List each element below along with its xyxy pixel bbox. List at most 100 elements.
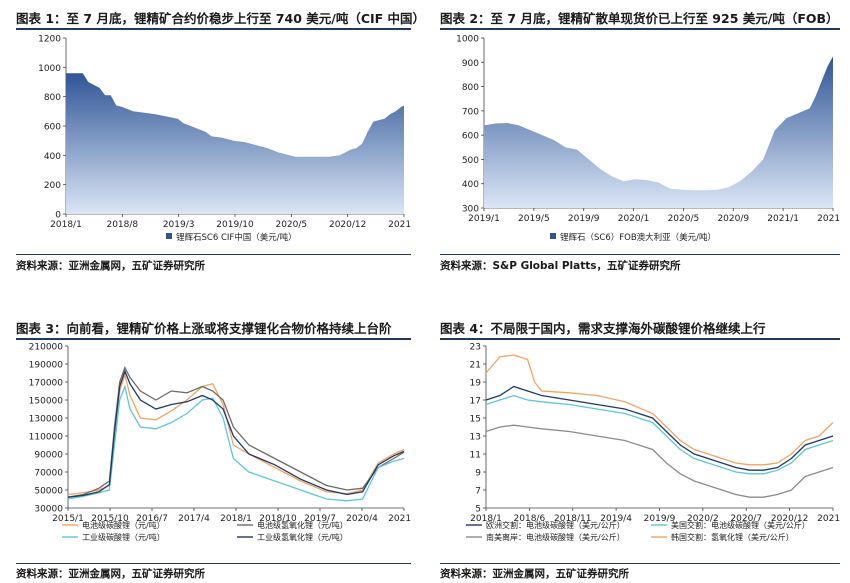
x-tick-label: 2016/7 [136,514,168,524]
area-series [66,73,404,214]
line-series-3 [485,424,834,498]
chart-1-source: 资料来源：亚洲金属网，五矿证券研究所 [16,260,205,272]
x-tick-label: 2018/11 [554,514,591,524]
legend-label-3: 南美离岸：电池级碳酸锂（美元/公斤） [486,532,625,542]
chart-4-svg: 5 7 9 11 13 15 17 19 21 23 2018/1 2018/6 2018/11 2019… [466,343,840,542]
chart-2-source: 资料来源：S&P Global Platts，五矿证券研究所 [440,260,681,272]
y-tick-label: 200 [44,181,61,191]
y-tick-label: 30000 [34,505,63,515]
x-tick-label: 2019/5 [518,214,550,224]
y-tick-label: 17 [470,397,481,407]
chart-panel-4: 图表 4：不局限于国内，需求支撑海外碳酸锂价格继续上行 5 7 9 11 13 15 17 1… [440,318,840,580]
x-tick-label: 2020/1 [618,214,650,224]
x-tick-label: 2021/7 [388,220,411,230]
x-tick-label: 2019/3 [163,220,195,230]
x-tick-label: 2015/1 [52,514,84,524]
line-series-2 [485,394,834,475]
y-tick-label: 130000 [29,415,64,425]
x-tick-label: 2018/1 [220,514,252,524]
x-tick-label: 2015/10 [91,514,129,524]
y-tick-label: 1000 [38,64,61,74]
legend-label-1: 电池级碳酸锂（元/吨） [82,520,165,530]
y-tick-label: 21 [470,361,481,371]
y-tick-label: 90000 [34,451,63,461]
y-tick-label: 1000 [456,35,479,45]
y-tick-label: 600 [462,132,479,142]
y-tick-label: 900 [462,59,479,69]
legend-label-3: 工业级碳酸锂（元/吨） [82,532,165,542]
x-tick-label: 2019/1 [468,214,500,224]
y-tick-label: 400 [462,180,479,190]
chart-1-title: 图表 1：至 7 月底，锂精矿合约价稳步上行至 740 美元/吨（CIF 中国） [16,11,426,26]
legend-label-2: 电池级氢氧化锂（元/吨） [257,520,348,530]
line-series-1 [485,385,834,471]
chart-3-source: 资料来源：亚洲金属网，五矿证券研究所 [16,568,205,580]
y-tick-label: 150000 [29,397,64,407]
y-tick-label: 9 [475,469,481,479]
x-tick-label: 2018/1 [50,220,82,230]
chart-4-title: 图表 4：不局限于国内，需求支撑海外碳酸锂价格继续上行 [440,321,766,336]
x-tick-label: 2018/10 [259,514,297,524]
chart-4-source: 资料来源：亚洲金属网，五矿证券研究所 [440,568,629,580]
chart-1-svg: 0 200 400 600 800 1000 1200 2018/1 2018/8 2019/3 2… [38,35,411,244]
x-tick-label: 2020/4 [346,514,378,524]
x-tick-label: 2020/9 [717,214,749,224]
y-tick-label: 400 [44,152,61,162]
chart-3-title-rule [16,338,411,340]
x-tick-label: 2020/12 [329,220,366,230]
area-series [484,56,833,209]
y-tick-label: 190000 [29,361,64,371]
chart-1-source-rule [16,254,411,255]
x-tick-label: 2018/6 [514,514,546,524]
y-tick-label: 1200 [38,35,61,45]
y-tick-label: 19 [470,379,482,389]
chart-3-svg: 30000 50000 70000 90000 110000 130000 150000 17… [29,343,411,543]
y-tick-label: 800 [462,83,479,93]
x-tick-label: 2021/1 [767,214,799,224]
y-tick-label: 15 [470,415,481,425]
y-tick-label: 210000 [29,343,64,353]
x-tick-label: 2019/7 [304,514,336,524]
x-tick-label: 2019/10 [216,220,254,230]
legend-label: 锂辉石SC6 CIF中国（美元/吨） [176,232,297,243]
y-tick-label: 800 [44,93,61,103]
y-tick-label: 700 [462,107,479,117]
y-tick-label: 13 [470,433,481,443]
y-tick-label: 5 [475,505,481,515]
legend-label-4: 工业级氢氧化锂（元/吨） [257,532,348,542]
y-tick-label: 50000 [34,487,63,497]
x-tick-label: 2021/5 [817,214,840,224]
legend-label-4: 韩国交割：氢氧化锂（美元/公斤） [671,532,794,542]
y-tick-label: 0 [55,211,61,221]
x-tick-label: 2019/9 [644,514,676,524]
chart-3-title: 图表 3：向前看，锂精矿价格上涨或将支撑锂化合物价格持续上台阶 [16,321,392,336]
legend-swatch [166,233,172,239]
chart-panel-2: 图表 2：至 7 月底，锂精矿散单现货价已上行至 925 美元/吨（FOB） 3… [440,8,840,278]
y-tick-label: 300 [462,205,479,215]
chart-2-title: 图表 2：至 7 月底，锂精矿散单现货价已上行至 925 美元/吨（FOB） [440,11,839,26]
line-series-3 [67,384,405,502]
y-tick-label: 11 [470,451,481,461]
legend-swatch [550,233,556,239]
line-series-4 [485,354,834,466]
y-tick-label: 7 [475,487,481,497]
y-tick-label: 500 [462,156,479,166]
x-tick-label: 2021/5 [817,514,840,524]
chart-2-title-rule [440,28,840,30]
y-tick-label: 600 [44,123,61,133]
chart-panel-3: 图表 3：向前看，锂精矿价格上涨或将支撑锂化合物价格持续上台阶 30000 500… [16,318,411,580]
x-tick-label: 2020/5 [275,220,307,230]
x-tick-label: 2019/4 [600,514,632,524]
chart-1-title-rule [16,28,411,30]
x-tick-label: 2020/12 [771,514,808,524]
x-tick-label: 2020/5 [668,214,700,224]
x-tick-label: 2021/1 [388,514,411,524]
y-tick-label: 110000 [29,433,64,443]
chart-2-svg: 300 400 500 600 700 800 900 1000 2019/1 2019/5 201… [456,35,840,244]
legend-label: 锂辉石（SC6）FOB澳大利亚（美元/吨） [560,232,716,243]
chart-2-source-rule [440,254,840,255]
chart-4-source-rule [440,563,840,564]
chart-panel-1: 图表 1：至 7 月底，锂精矿合约价稳步上行至 740 美元/吨（CIF 中国）… [16,8,425,278]
legend-label-1: 欧洲交割：电池级碳酸锂（美元/公斤） [486,520,625,530]
line-series-2 [67,365,405,498]
